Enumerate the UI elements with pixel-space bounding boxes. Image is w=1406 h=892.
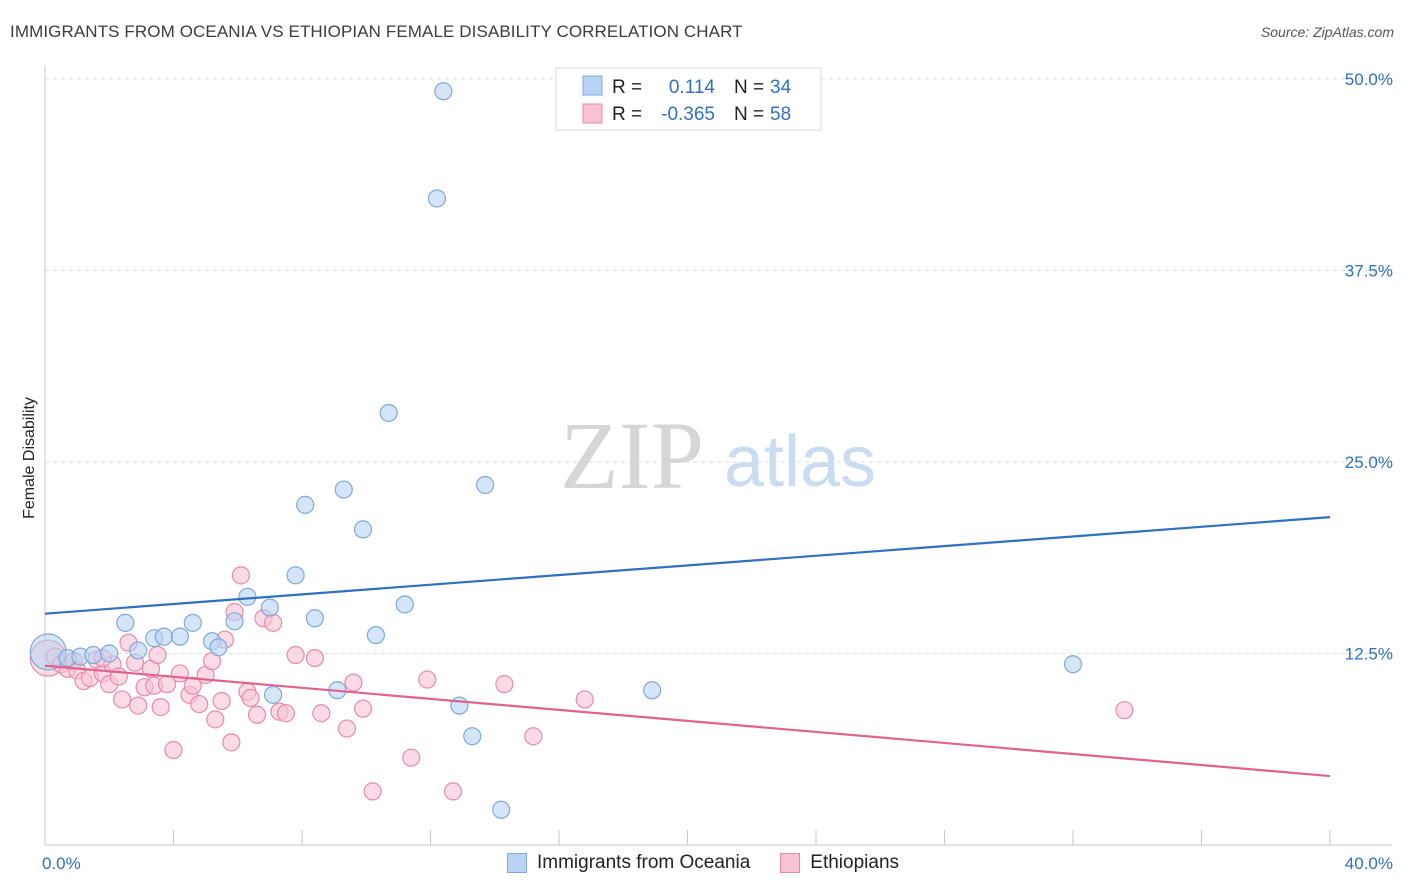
point-ethiopian-30 [206, 710, 225, 729]
point-oceania-12 [209, 638, 228, 657]
point-oceania-21 [334, 480, 353, 499]
y-tick-label-1: 25.0% [1345, 453, 1393, 472]
tick-labels: 12.5% 25.0% 37.5% 50.0% 0.0% 40.0% [42, 70, 1393, 873]
point-oceania-30 [476, 475, 495, 495]
legend-label-oceania: Immigrants from Oceania [536, 852, 751, 873]
point-oceania-28 [450, 696, 469, 715]
legend-n-value-2: 58 [770, 104, 791, 125]
legend-swatch-ethiopians [780, 853, 801, 873]
point-ethiopian-44 [305, 648, 324, 668]
trend-line-oceania [44, 516, 1331, 615]
point-ethiopian-24 [170, 664, 190, 683]
legend-swatch-blue [582, 75, 603, 96]
legend-r-value-1: 0.114 [669, 77, 716, 98]
point-oceania-24 [379, 403, 398, 423]
point-oceania-27 [434, 82, 453, 101]
point-oceania-17 [286, 566, 305, 585]
point-oceania-19 [305, 609, 324, 628]
point-ethiopian-48 [353, 699, 373, 718]
point-ethiopian-49 [363, 782, 382, 801]
point-ethiopian-51 [418, 670, 437, 689]
gridlines [45, 78, 1392, 654]
point-oceania-29 [463, 727, 482, 746]
point-ethiopian-35 [231, 566, 251, 585]
y-tick-label-2: 37.5% [1345, 262, 1393, 281]
legend-r-label-1: R = [612, 77, 642, 98]
point-ethiopian-37 [241, 688, 260, 708]
point-oceania-14 [238, 587, 257, 606]
point-ethiopian-43 [276, 704, 296, 723]
trend-line-ethiopian [44, 664, 1331, 778]
point-ethiopian-33 [222, 733, 241, 752]
point-oceania-23 [366, 626, 385, 645]
chart-title: IMMIGRANTS FROM OCEANIA VS ETHIOPIAN FEM… [10, 22, 743, 41]
point-oceania-15 [260, 598, 279, 617]
point-ethiopian-54 [524, 727, 543, 746]
y-axis-title: Female Disability [21, 397, 38, 519]
point-oceania-26 [427, 189, 447, 208]
legend-swatch-pink [582, 103, 603, 124]
legend-n-value-1: 34 [770, 77, 792, 98]
point-ethiopian-50 [402, 748, 421, 767]
point-ethiopian-53 [495, 675, 514, 694]
point-oceania-33 [1063, 655, 1083, 674]
point-oceania-4 [100, 644, 119, 663]
trend-lines [44, 516, 1331, 778]
legend-item-ethiopians: Ethiopians [780, 852, 899, 874]
point-oceania-16 [263, 685, 283, 704]
point-ethiopian-42 [286, 645, 305, 665]
point-ethiopian-56 [1115, 701, 1134, 720]
y-tick-label-3: 50.0% [1345, 70, 1393, 89]
legend-label-ethiopians: Ethiopians [810, 852, 900, 873]
watermark-atlas: atlas [724, 422, 876, 502]
series-legend: Immigrants from Oceania Ethiopians [0, 852, 1406, 874]
legend-r-label-2: R = [612, 104, 642, 125]
x-tick-label-1: 40.0% [1345, 854, 1393, 873]
correlation-legend: R = 0.114 N = 34 R = -0.365 N = 58 [555, 67, 822, 131]
point-oceania-18 [296, 495, 315, 514]
legend-swatch-oceania [506, 853, 527, 873]
point-ethiopian-55 [575, 690, 594, 709]
point-ethiopian-23 [164, 740, 183, 760]
legend-n-label-1: N = [734, 77, 764, 98]
point-oceania-22 [353, 520, 373, 539]
x-tick-label-0: 0.0% [42, 854, 81, 873]
point-oceania-6 [129, 641, 148, 660]
legend-item-oceania: Immigrants from Oceania [506, 852, 751, 874]
point-ethiopian-46 [337, 719, 357, 738]
point-ethiopian-40 [263, 613, 283, 632]
point-oceania-10 [183, 613, 202, 632]
point-oceania-32 [643, 681, 662, 700]
point-oceania-5 [116, 613, 135, 632]
watermark: ZIP atlas [560, 402, 876, 509]
point-ethiopian-31 [212, 691, 231, 711]
point-ethiopian-16 [129, 696, 148, 715]
y-tick-label-0: 12.5% [1345, 645, 1393, 664]
point-ethiopian-47 [344, 673, 363, 692]
point-oceania-3 [84, 645, 103, 665]
legend-r-value-2: -0.365 [661, 104, 715, 125]
point-ethiopian-52 [443, 782, 463, 801]
point-ethiopian-13 [112, 690, 132, 709]
legend-n-label-2: N = [734, 104, 764, 125]
point-oceania-31 [492, 800, 511, 819]
point-oceania-8 [154, 627, 173, 646]
axes [44, 66, 1392, 846]
watermark-zip: ZIP [560, 402, 704, 509]
point-ethiopian-45 [312, 704, 331, 723]
point-ethiopian-38 [247, 705, 267, 724]
source-note: Source: ZipAtlas.com [1260, 24, 1394, 40]
point-oceania-13 [225, 612, 244, 631]
point-ethiopian-26 [183, 676, 202, 695]
point-ethiopian-27 [190, 694, 209, 714]
point-oceania-25 [395, 595, 414, 614]
point-ethiopian-20 [148, 645, 167, 665]
point-oceania-9 [170, 627, 190, 646]
point-ethiopian-21 [151, 698, 170, 717]
